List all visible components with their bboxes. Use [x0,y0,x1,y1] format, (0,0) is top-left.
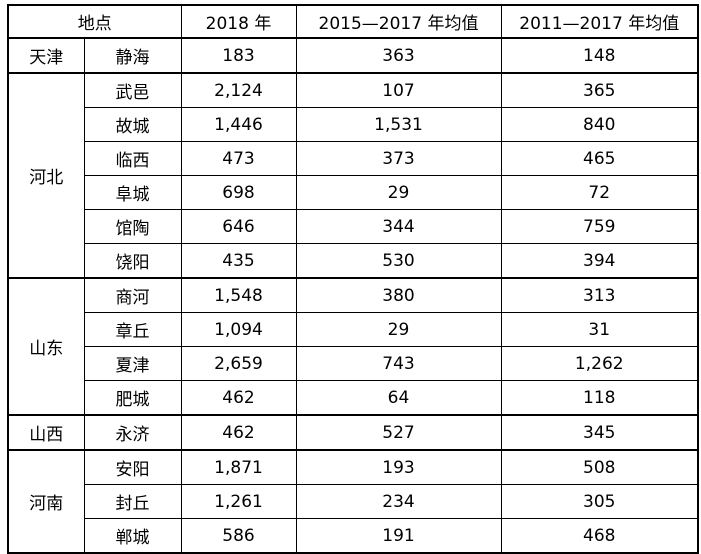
value-cell: 107 [295,72,502,108]
city-cell: 郸城 [83,518,182,554]
province-cell: 天津 [7,37,85,74]
table-row: 章丘 1,094 29 31 [8,312,699,347]
city-cell: 肥城 [83,380,182,416]
value-cell: 29 [295,175,502,210]
city-cell: 封丘 [83,484,182,519]
header-cell: 2011—2017 年均值 [500,4,699,39]
value-cell: 313 [500,277,699,313]
data-table: 地点 2018 年 2015—2017 年均值 2011—2017 年均值 天津… [7,4,699,554]
value-cell: 435 [180,243,297,279]
table-row: 故城 1,446 1,531 840 [8,107,699,142]
city-cell: 武邑 [83,72,182,108]
value-cell: 473 [180,141,297,176]
value-cell: 1,261 [180,484,297,519]
value-cell: 646 [180,209,297,244]
value-cell: 191 [295,518,502,554]
province-cell: 河北 [7,72,85,279]
value-cell: 840 [500,107,699,142]
table-body: 天津 静海 183 363 148 河北 武邑 2,124 107 365 故城 1,446 1,531… [7,37,699,554]
value-cell: 394 [500,243,699,279]
value-cell: 759 [500,209,699,244]
value-cell: 468 [500,518,699,554]
value-cell: 365 [500,72,699,108]
table-row: 天津 静海 183 363 148 [7,37,699,74]
value-cell: 72 [500,175,699,210]
city-cell: 安阳 [83,449,182,485]
city-cell: 阜城 [83,175,182,210]
city-cell: 商河 [83,277,182,313]
value-cell: 305 [500,484,699,519]
table-row: 郸城 586 191 468 [8,518,699,554]
value-cell: 1,548 [180,277,297,313]
value-cell: 345 [500,414,699,451]
value-cell: 462 [180,380,297,416]
city-cell: 饶阳 [83,243,182,279]
value-cell: 1,094 [180,312,297,347]
header-cell: 2015—2017 年均值 [295,4,502,39]
value-cell: 698 [180,175,297,210]
value-cell: 148 [500,37,699,74]
value-cell: 183 [180,37,297,74]
city-cell: 永济 [83,414,182,451]
value-cell: 508 [500,449,699,485]
value-cell: 193 [295,449,502,485]
city-cell: 馆陶 [83,209,182,244]
city-cell: 临西 [83,141,182,176]
value-cell: 743 [295,346,502,381]
value-cell: 1,871 [180,449,297,485]
table-row: 山东 商河 1,548 380 313 [7,277,699,416]
header-cell: 2018 年 [180,4,297,39]
value-cell: 2,124 [180,72,297,108]
city-cell: 章丘 [83,312,182,347]
value-cell: 530 [295,243,502,279]
value-cell: 344 [295,209,502,244]
city-cell: 静海 [83,37,182,74]
value-cell: 2,659 [180,346,297,381]
table-row: 馆陶 646 344 759 [8,209,699,244]
province-cell: 山东 [7,277,85,416]
value-cell: 380 [295,277,502,313]
value-cell: 363 [295,37,502,74]
header-row: 地点 2018 年 2015—2017 年均值 2011—2017 年均值 [7,4,699,39]
value-cell: 465 [500,141,699,176]
table-row: 饶阳 435 530 394 [8,243,699,279]
table-row: 河北 武邑 2,124 107 365 [7,72,699,279]
value-cell: 373 [295,141,502,176]
table-row: 山西 永济 462 527 345 [7,414,699,451]
header-cell: 地点 [7,4,182,39]
value-cell: 1,262 [500,346,699,381]
table-row: 夏津 2,659 743 1,262 [8,346,699,381]
value-cell: 462 [180,414,297,451]
table-row: 封丘 1,261 234 305 [8,484,699,519]
value-cell: 118 [500,380,699,416]
table-row: 阜城 698 29 72 [8,175,699,210]
city-cell: 故城 [83,107,182,142]
table-row: 肥城 462 64 118 [8,380,699,416]
value-cell: 527 [295,414,502,451]
province-cell: 河南 [7,449,85,554]
province-cell: 山西 [7,414,85,451]
value-cell: 234 [295,484,502,519]
table-row: 临西 473 373 465 [8,141,699,176]
table-row: 河南 安阳 1,871 193 508 [7,449,699,554]
value-cell: 64 [295,380,502,416]
value-cell: 1,531 [295,107,502,142]
value-cell: 586 [180,518,297,554]
value-cell: 29 [295,312,502,347]
city-cell: 夏津 [83,346,182,381]
value-cell: 31 [500,312,699,347]
value-cell: 1,446 [180,107,297,142]
